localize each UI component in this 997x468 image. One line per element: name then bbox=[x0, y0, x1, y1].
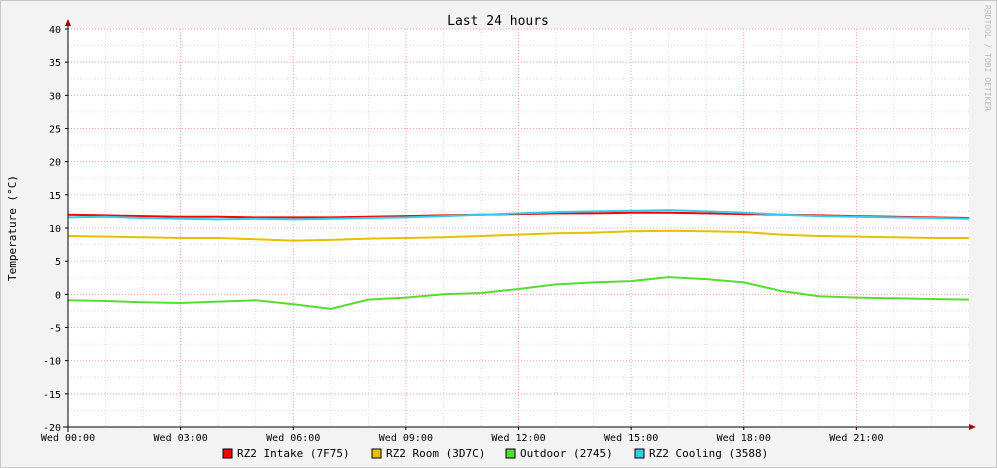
x-tick-label: Wed 12:00 bbox=[491, 433, 545, 444]
y-tick-label: 5 bbox=[55, 257, 61, 268]
y-tick-label: 35 bbox=[49, 58, 61, 69]
legend-swatch-2 bbox=[371, 448, 382, 459]
y-tick-label: 40 bbox=[49, 25, 61, 36]
x-tick-label: Wed 09:00 bbox=[379, 433, 433, 444]
x-tick-labels: Wed 00:00 Wed 03:00 Wed 06:00 Wed 09:00 Wed … bbox=[41, 433, 884, 444]
y-tick-label: 10 bbox=[49, 224, 61, 235]
y-tick-label: -10 bbox=[43, 357, 61, 368]
chart-title: Last 24 hours bbox=[447, 14, 549, 29]
y-tick-label: -20 bbox=[43, 423, 61, 434]
x-tick-label: Wed 21:00 bbox=[829, 433, 883, 444]
x-tick-label: Wed 06:00 bbox=[266, 433, 320, 444]
y-tick-labels: -20 -15 -10 -5 0 5 10 15 20 25 30 35 40 bbox=[43, 25, 61, 434]
y-tick-label: 0 bbox=[55, 290, 61, 301]
x-tick-label: Wed 03:00 bbox=[154, 433, 208, 444]
rrdtool-watermark: RRDTOOL / TOBI OETIKER bbox=[983, 5, 992, 111]
series-layer bbox=[67, 209, 970, 310]
x-tick-label: Wed 00:00 bbox=[41, 433, 95, 444]
x-axis-arrow bbox=[969, 424, 976, 430]
y-axis-arrow bbox=[65, 19, 71, 26]
x-tick-label: Wed 18:00 bbox=[717, 433, 771, 444]
y-axis-label: Temperature (°C) bbox=[6, 175, 19, 281]
y-tick-label: 30 bbox=[49, 91, 61, 102]
legend-swatch-4 bbox=[634, 448, 645, 459]
y-tick-label: -5 bbox=[49, 324, 61, 335]
legend-label-1: RZ2 Intake (7F75) bbox=[237, 447, 350, 460]
legend: RZ2 Intake (7F75) RZ2 Room (3D7C) Outdoor … bbox=[222, 447, 768, 460]
legend-swatch-3 bbox=[505, 448, 516, 459]
x-tick-label: Wed 15:00 bbox=[604, 433, 658, 444]
y-tick-label: 20 bbox=[49, 158, 61, 169]
legend-label-3: Outdoor (2745) bbox=[520, 447, 613, 460]
series-line-4 bbox=[67, 209, 970, 221]
series-line-3 bbox=[67, 276, 970, 310]
axes bbox=[63, 19, 976, 432]
y-tick-label: -15 bbox=[43, 390, 61, 401]
series-line-2 bbox=[67, 229, 969, 242]
legend-swatch-1 bbox=[222, 448, 233, 459]
legend-label-2: RZ2 Room (3D7C) bbox=[386, 447, 485, 460]
legend-label-4: RZ2 Cooling (3588) bbox=[649, 447, 768, 460]
y-tick-label: 25 bbox=[49, 125, 61, 136]
y-tick-label: 15 bbox=[49, 191, 61, 202]
